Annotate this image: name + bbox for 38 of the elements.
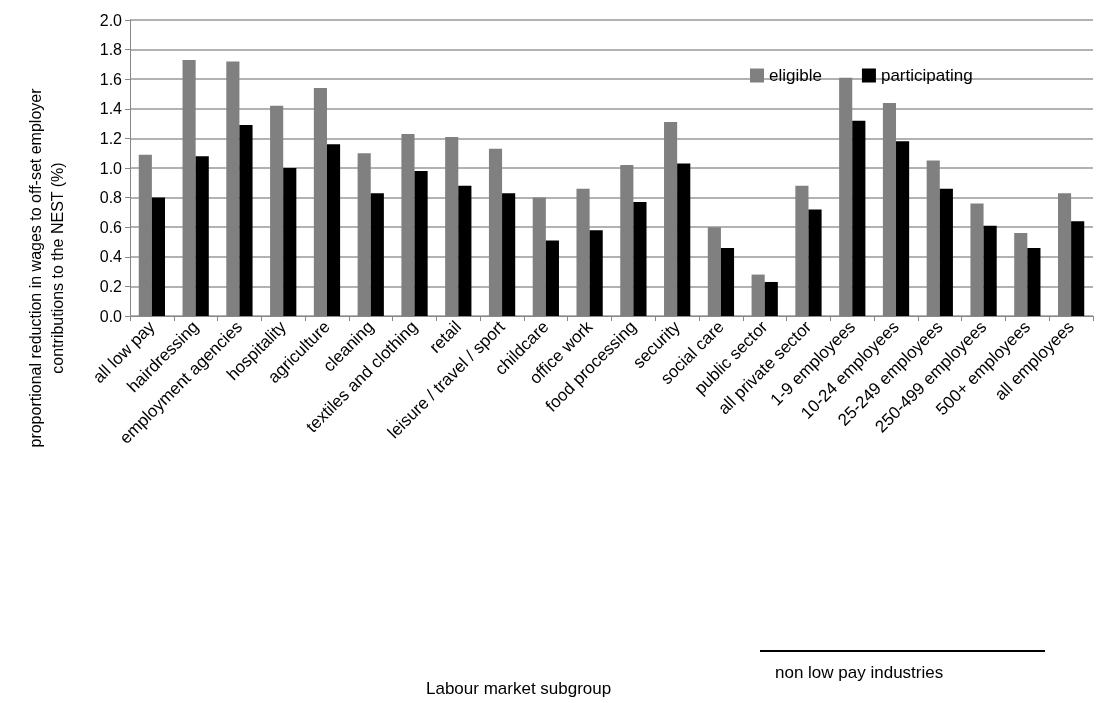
- bar: [633, 202, 647, 316]
- text: non low pay industries: [775, 663, 944, 682]
- y-tick-label: 1.6: [99, 70, 123, 88]
- bar: [326, 144, 341, 316]
- text: Labour market subgroup: [426, 679, 612, 698]
- y-tick-label: 0.2: [99, 277, 123, 295]
- y-tick-label: 2.0: [99, 11, 123, 29]
- bar: [939, 188, 953, 316]
- y-tick-label: 1.2: [99, 129, 123, 147]
- bar: [239, 125, 253, 316]
- bar: [896, 141, 910, 316]
- bar: [545, 240, 559, 316]
- bar: [370, 193, 384, 316]
- y-tick-label: 0.0: [99, 307, 123, 325]
- bar: [764, 281, 778, 316]
- bar: [589, 230, 603, 316]
- bar: [1027, 247, 1041, 316]
- bar: [983, 225, 997, 316]
- bar: [852, 120, 866, 316]
- legend-label: participating: [880, 66, 973, 85]
- bar: [808, 209, 822, 316]
- y-tick-label: 1.4: [99, 100, 123, 118]
- y-tick-label: 0.4: [99, 248, 123, 266]
- bar: [283, 168, 297, 316]
- legend-label: eligible: [769, 66, 822, 85]
- bar: [677, 163, 691, 316]
- y-tick-label: 1.0: [99, 159, 123, 177]
- y-tick-label: 0.6: [99, 218, 123, 236]
- bar: [1071, 221, 1085, 316]
- bar: [414, 170, 428, 316]
- bar: [151, 197, 166, 316]
- bar: [195, 156, 209, 316]
- bar: [720, 247, 735, 316]
- y-tick-label: 0.8: [99, 189, 123, 207]
- y-axis-title: proportional reduction in wages to off-set employer contributions to the NEST (%): [26, 87, 66, 448]
- bar: [502, 193, 516, 316]
- bar: [458, 185, 472, 316]
- y-tick-label: 1.8: [99, 41, 123, 59]
